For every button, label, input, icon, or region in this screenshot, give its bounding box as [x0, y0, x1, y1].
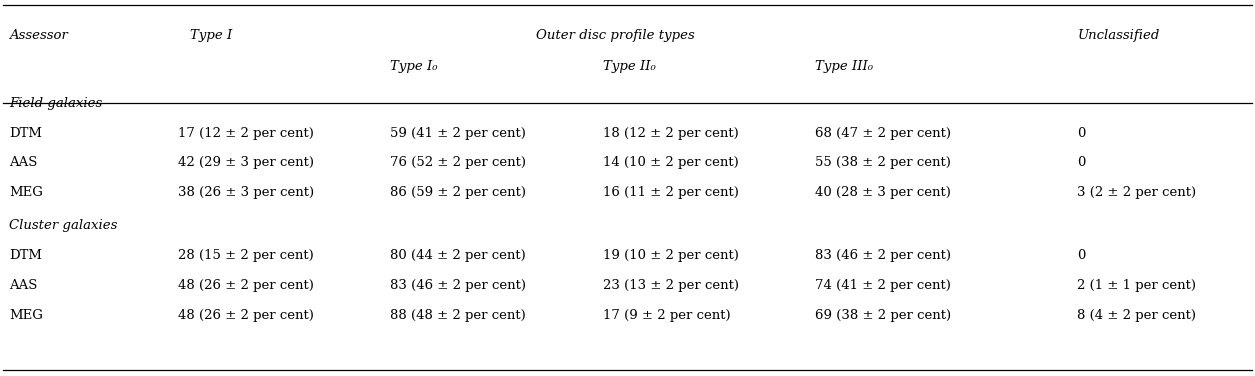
Text: 59 (41 ± 2 per cent): 59 (41 ± 2 per cent)	[390, 126, 526, 139]
Text: 83 (46 ± 2 per cent): 83 (46 ± 2 per cent)	[814, 249, 951, 262]
Text: 48 (26 ± 2 per cent): 48 (26 ± 2 per cent)	[178, 279, 314, 292]
Text: 0: 0	[1077, 249, 1086, 262]
Text: Cluster galaxies: Cluster galaxies	[9, 220, 118, 232]
Text: 68 (47 ± 2 per cent): 68 (47 ± 2 per cent)	[814, 126, 951, 139]
Text: 38 (26 ± 3 per cent): 38 (26 ± 3 per cent)	[178, 186, 314, 200]
Text: MEG: MEG	[9, 309, 43, 322]
Text: AAS: AAS	[9, 279, 38, 292]
Text: 28 (15 ± 2 per cent): 28 (15 ± 2 per cent)	[178, 249, 314, 262]
Text: DTM: DTM	[9, 249, 41, 262]
Text: 76 (52 ± 2 per cent): 76 (52 ± 2 per cent)	[390, 156, 526, 170]
Text: 19 (10 ± 2 per cent): 19 (10 ± 2 per cent)	[602, 249, 738, 262]
Text: Assessor: Assessor	[9, 29, 68, 42]
Text: 74 (41 ± 2 per cent): 74 (41 ± 2 per cent)	[814, 279, 951, 292]
Text: 23 (13 ± 2 per cent): 23 (13 ± 2 per cent)	[602, 279, 738, 292]
Text: 18 (12 ± 2 per cent): 18 (12 ± 2 per cent)	[602, 126, 738, 139]
Text: Unclassified: Unclassified	[1077, 29, 1160, 42]
Text: 0: 0	[1077, 126, 1086, 139]
Text: 14 (10 ± 2 per cent): 14 (10 ± 2 per cent)	[602, 156, 738, 170]
Text: 48 (26 ± 2 per cent): 48 (26 ± 2 per cent)	[178, 309, 314, 322]
Text: 2 (1 ± 1 per cent): 2 (1 ± 1 per cent)	[1077, 279, 1196, 292]
Text: MEG: MEG	[9, 186, 43, 200]
Text: Type II₀: Type II₀	[602, 60, 655, 73]
Text: 88 (48 ± 2 per cent): 88 (48 ± 2 per cent)	[390, 309, 526, 322]
Text: 16 (11 ± 2 per cent): 16 (11 ± 2 per cent)	[602, 186, 738, 200]
Text: Field galaxies: Field galaxies	[9, 97, 102, 110]
Text: Type I: Type I	[191, 29, 232, 42]
Text: 83 (46 ± 2 per cent): 83 (46 ± 2 per cent)	[390, 279, 526, 292]
Text: 86 (59 ± 2 per cent): 86 (59 ± 2 per cent)	[390, 186, 526, 200]
Text: DTM: DTM	[9, 126, 41, 139]
Text: 69 (38 ± 2 per cent): 69 (38 ± 2 per cent)	[814, 309, 951, 322]
Text: 8 (4 ± 2 per cent): 8 (4 ± 2 per cent)	[1077, 309, 1196, 322]
Text: AAS: AAS	[9, 156, 38, 170]
Text: Type I₀: Type I₀	[390, 60, 438, 73]
Text: Outer disc profile types: Outer disc profile types	[536, 29, 694, 42]
Text: 17 (9 ± 2 per cent): 17 (9 ± 2 per cent)	[602, 309, 730, 322]
Text: 17 (12 ± 2 per cent): 17 (12 ± 2 per cent)	[178, 126, 314, 139]
Text: 42 (29 ± 3 per cent): 42 (29 ± 3 per cent)	[178, 156, 314, 170]
Text: 55 (38 ± 2 per cent): 55 (38 ± 2 per cent)	[814, 156, 951, 170]
Text: 40 (28 ± 3 per cent): 40 (28 ± 3 per cent)	[814, 186, 951, 200]
Text: 0: 0	[1077, 156, 1086, 170]
Text: 3 (2 ± 2 per cent): 3 (2 ± 2 per cent)	[1077, 186, 1196, 200]
Text: 80 (44 ± 2 per cent): 80 (44 ± 2 per cent)	[390, 249, 526, 262]
Text: Type III₀: Type III₀	[814, 60, 873, 73]
